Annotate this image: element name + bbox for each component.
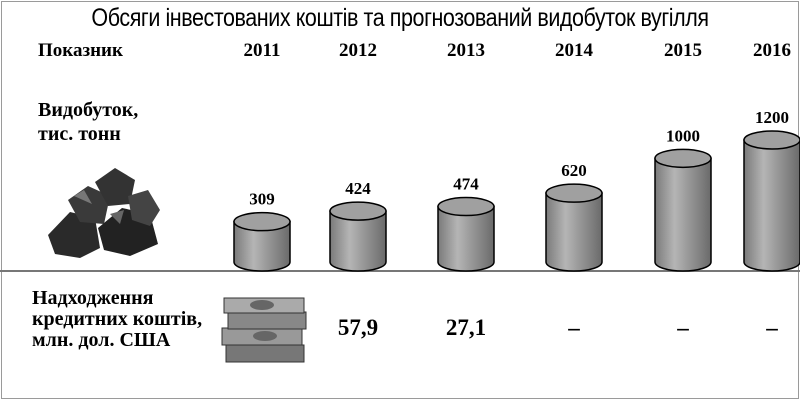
value-label: 309: [249, 190, 275, 209]
coal-icon: [48, 168, 160, 258]
row-label: Надходження кредитних коштів, млн. дол. …: [32, 287, 203, 351]
value-label: 1200: [755, 108, 789, 127]
cylinder: [329, 201, 387, 272]
value-label: 1000: [666, 126, 700, 145]
value-label: 620: [561, 161, 587, 180]
cylinder-top: [437, 196, 495, 217]
cylinder: [233, 211, 291, 272]
year-label: 2015: [664, 40, 702, 61]
money-icon: [221, 297, 307, 363]
cylinder-body: [329, 210, 387, 272]
cylinder-body: [545, 192, 603, 272]
value-label: 424: [345, 179, 371, 198]
year-label: 2011: [243, 40, 281, 61]
row-divider: [0, 270, 800, 272]
credit-value: –: [766, 315, 778, 340]
cylinder: [654, 148, 712, 272]
cylinder-body: [233, 220, 291, 272]
credit-value: 57,9: [337, 315, 379, 340]
chart-title: Обсяги інвестованих коштів та прогнозова…: [91, 4, 709, 32]
credit-value: 27,1: [445, 315, 487, 340]
cylinder: [743, 130, 800, 272]
year-label: 2014: [555, 40, 593, 61]
cylinder-top: [233, 211, 291, 232]
year-label: 2016: [753, 40, 791, 61]
cylinder-top: [545, 183, 603, 203]
cylinder-body: [437, 205, 495, 272]
cylinder-body: [743, 139, 800, 272]
year-label: 2012: [339, 40, 377, 61]
credit-value: –: [677, 315, 689, 340]
cylinder: [545, 183, 603, 272]
cylinder-top: [329, 201, 387, 221]
credit-value: –: [568, 315, 580, 340]
series-name: Видобуток, тис. тонн: [38, 99, 139, 145]
cylinder-top: [743, 130, 800, 150]
year-label: 2013: [447, 40, 485, 61]
header-label: Показник: [38, 40, 123, 61]
cylinder: [437, 196, 495, 272]
cylinder-top: [654, 148, 712, 169]
cylinder-body: [654, 157, 712, 272]
value-label: 474: [453, 175, 479, 194]
